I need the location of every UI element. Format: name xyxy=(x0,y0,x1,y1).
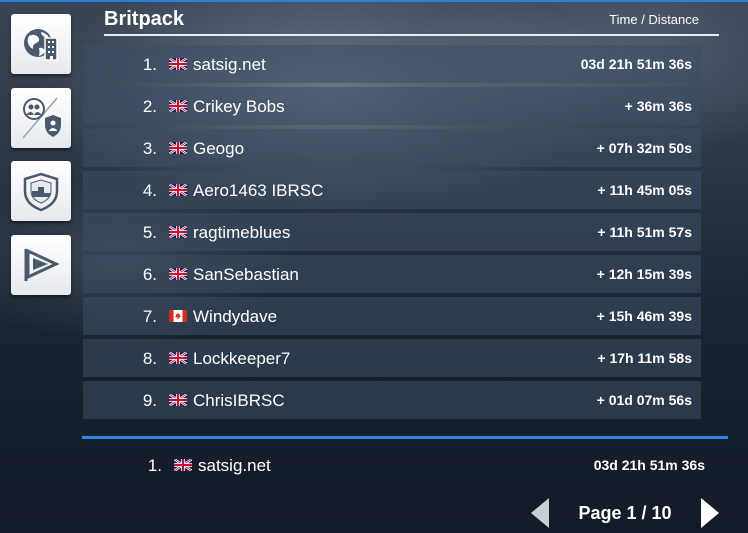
current-player-divider xyxy=(82,436,728,439)
page-indicator: Page 1 / 10 xyxy=(578,503,672,523)
page-title: Britpack xyxy=(104,8,185,30)
row-rank: 4. xyxy=(142,181,157,200)
row-time: + 12h 15m 39s xyxy=(596,266,692,282)
row-rank: 1. xyxy=(142,55,157,74)
top-accent-bar xyxy=(0,0,748,2)
uk-flag-icon xyxy=(174,459,192,471)
next-page-arrow-icon[interactable] xyxy=(700,497,720,529)
leaderboard-row[interactable]: 5. ragtimeblues + 11h 51m 57s xyxy=(83,213,701,251)
row-rank: 3. xyxy=(142,139,157,158)
column-header-time-distance: Time / Distance xyxy=(609,12,699,27)
leaderboard-row[interactable]: 7. Windydave + 15h 46m 39s xyxy=(83,297,701,335)
current-player-row[interactable]: 1. satsig.net 03d 21h 51m 36s xyxy=(82,447,722,483)
leaderboard-row[interactable]: 8. Lockkeeper7 + 17h 11m 58s xyxy=(83,339,701,377)
current-player-rank: 1. xyxy=(147,456,162,475)
row-rank: 2. xyxy=(142,97,157,116)
globe-city-icon xyxy=(24,29,58,61)
row-rank: 7. xyxy=(142,307,157,326)
sidebar-button-race[interactable] xyxy=(11,235,71,295)
uk-flag-icon xyxy=(169,184,187,196)
row-player-name: ragtimeblues xyxy=(193,223,291,242)
canada-flag-icon xyxy=(169,310,187,322)
friends-shield-icon xyxy=(22,97,61,139)
row-player-name: Windydave xyxy=(193,307,278,326)
team-podium-shield-icon xyxy=(23,172,59,212)
current-player-name: satsig.net xyxy=(198,456,271,475)
header-divider xyxy=(104,34,719,36)
previous-page-arrow-icon[interactable] xyxy=(530,497,550,529)
row-player-name: Geogo xyxy=(193,139,245,158)
row-player-name: Crikey Bobs xyxy=(193,97,285,116)
row-player-name: ChrisIBRSC xyxy=(193,391,285,410)
row-time: + 17h 11m 58s xyxy=(597,350,692,366)
uk-flag-icon xyxy=(169,394,187,406)
leaderboard-row[interactable]: 1. satsig.net 03d 21h 51m 36s xyxy=(83,45,701,83)
sidebar-button-friends[interactable] xyxy=(11,88,71,148)
row-rank: 5. xyxy=(142,223,157,242)
current-player-time: 03d 21h 51m 36s xyxy=(593,457,705,473)
row-player-name: satsig.net xyxy=(193,55,266,74)
row-player-name: SanSebastian xyxy=(193,265,299,284)
row-rank: 8. xyxy=(142,349,157,368)
row-player-name: Lockkeeper7 xyxy=(193,349,291,368)
row-time: + 11h 45m 05s xyxy=(597,182,692,198)
uk-flag-icon xyxy=(169,268,187,280)
uk-flag-icon xyxy=(169,352,187,364)
uk-flag-icon xyxy=(169,100,187,112)
row-player-name: Aero1463 IBRSC xyxy=(193,181,324,200)
leaderboard-row[interactable]: 3. Geogo + 07h 32m 50s xyxy=(83,129,701,167)
leaderboard-row[interactable]: 6. SanSebastian + 12h 15m 39s xyxy=(83,255,701,293)
row-rank: 6. xyxy=(142,265,157,284)
uk-flag-icon xyxy=(169,226,187,238)
row-rank: 9. xyxy=(142,391,157,410)
leaderboard-row[interactable]: 2. Crikey Bobs + 36m 36s xyxy=(83,87,701,125)
row-time: + 15h 46m 39s xyxy=(596,308,692,324)
pennant-flag-icon xyxy=(24,248,60,281)
uk-flag-icon xyxy=(169,58,187,70)
leaderboard-row[interactable]: 4. Aero1463 IBRSC + 11h 45m 05s xyxy=(83,171,701,209)
row-time: + 11h 51m 57s xyxy=(597,224,692,240)
sidebar-button-world[interactable] xyxy=(11,14,71,74)
row-time: + 36m 36s xyxy=(624,98,692,114)
uk-flag-icon xyxy=(169,142,187,154)
leaderboard-row[interactable]: 9. ChrisIBRSC + 01d 07m 56s xyxy=(83,381,701,419)
row-time: 03d 21h 51m 36s xyxy=(580,56,692,72)
row-time: + 07h 32m 50s xyxy=(596,140,692,156)
row-time: + 01d 07m 56s xyxy=(596,392,692,408)
sidebar-button-team[interactable] xyxy=(11,161,71,221)
